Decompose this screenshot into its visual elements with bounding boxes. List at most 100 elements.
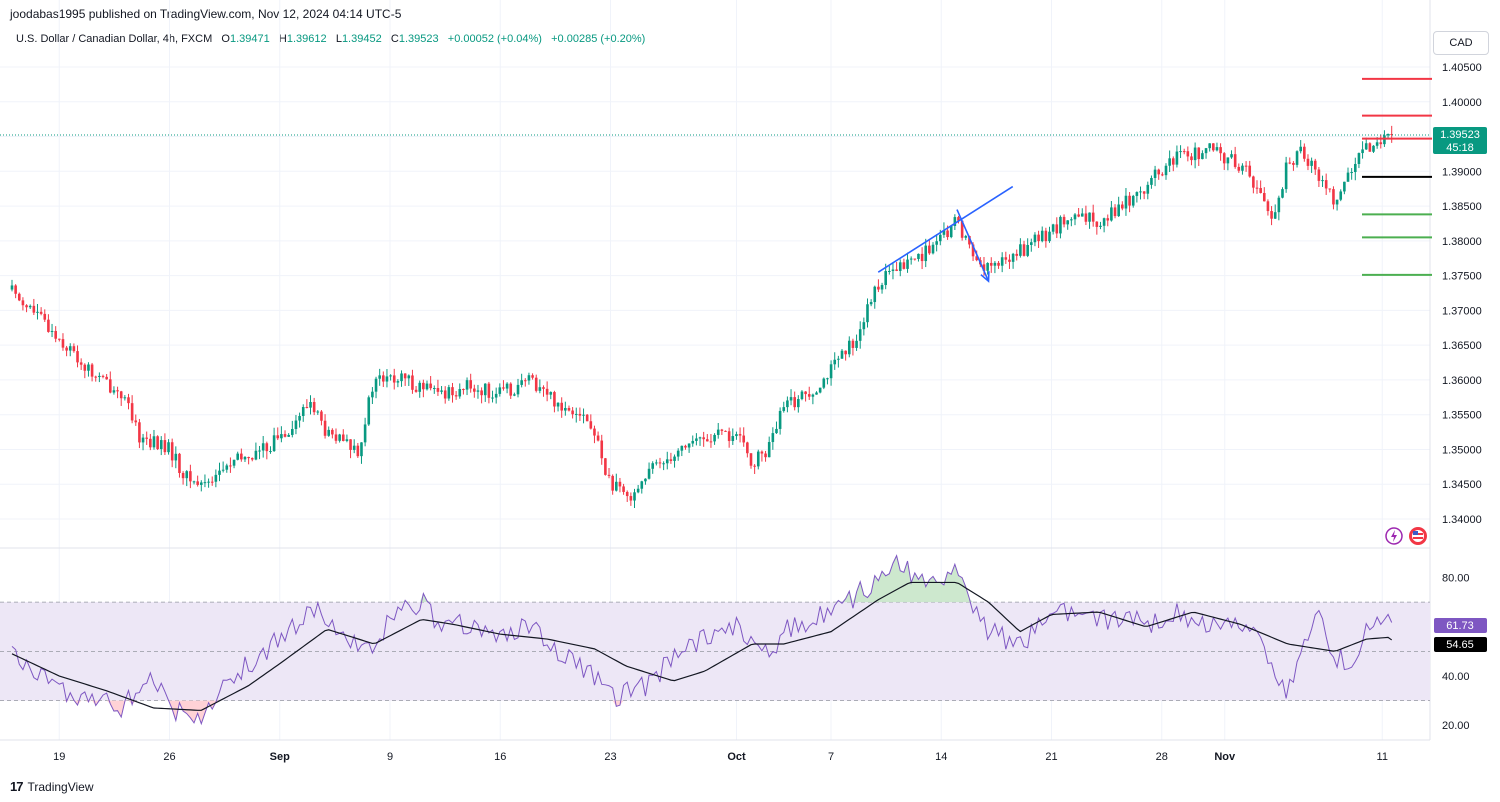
candle bbox=[247, 456, 250, 465]
candle bbox=[1026, 238, 1029, 258]
candle bbox=[1335, 199, 1339, 211]
candle bbox=[593, 425, 596, 444]
candle bbox=[1215, 142, 1219, 152]
countdown-text: 45:18 bbox=[1446, 142, 1474, 154]
candle bbox=[818, 387, 822, 394]
currency-button[interactable]: CAD bbox=[1433, 31, 1489, 55]
candle bbox=[1343, 181, 1346, 195]
us-flag-icon[interactable] bbox=[1409, 527, 1427, 545]
candle bbox=[731, 428, 735, 445]
candle bbox=[203, 474, 207, 488]
chart-canvas[interactable]: 1.405001.400001.395001.390001.385001.380… bbox=[0, 0, 1500, 770]
candle bbox=[789, 389, 793, 406]
candle bbox=[589, 414, 593, 430]
candle bbox=[1277, 195, 1281, 221]
candle bbox=[913, 258, 917, 261]
candle bbox=[98, 372, 101, 383]
candle bbox=[28, 304, 32, 310]
candle bbox=[1070, 217, 1073, 227]
candle bbox=[1233, 146, 1237, 169]
candle bbox=[960, 220, 964, 241]
candle bbox=[1212, 143, 1215, 152]
candle bbox=[331, 428, 334, 439]
candle bbox=[767, 436, 771, 458]
candle bbox=[797, 395, 800, 413]
candle bbox=[858, 321, 862, 349]
candle bbox=[243, 456, 247, 462]
candle bbox=[356, 442, 360, 458]
publisher-line: joodabas1995 published on TradingView.co… bbox=[10, 7, 402, 21]
lightning-icon[interactable] bbox=[1385, 527, 1403, 545]
candle bbox=[43, 309, 47, 322]
candle bbox=[822, 377, 826, 390]
candle bbox=[1390, 125, 1393, 143]
candle bbox=[116, 386, 119, 399]
trendline-drawing[interactable] bbox=[877, 185, 1014, 273]
footer-brand-text: TradingView bbox=[27, 779, 94, 794]
time-tick-label: 26 bbox=[163, 751, 175, 763]
candle bbox=[1306, 154, 1310, 171]
candle bbox=[25, 304, 28, 313]
candle bbox=[178, 452, 181, 478]
candle bbox=[123, 395, 127, 401]
candle bbox=[323, 414, 327, 439]
candle bbox=[207, 478, 210, 488]
price-tick-label: 1.40000 bbox=[1442, 97, 1482, 109]
candle bbox=[618, 477, 622, 493]
candle bbox=[567, 405, 571, 412]
candle bbox=[640, 480, 644, 494]
candle bbox=[716, 422, 720, 439]
candle bbox=[276, 427, 280, 441]
time-tick-label: 28 bbox=[1156, 751, 1168, 763]
footer-brand[interactable]: 17 TradingView bbox=[10, 779, 94, 794]
candle bbox=[862, 317, 866, 336]
candle bbox=[1040, 226, 1044, 243]
candle bbox=[349, 439, 352, 459]
candle bbox=[1255, 180, 1259, 194]
high-value: 1.39612 bbox=[286, 33, 327, 45]
candle bbox=[851, 338, 855, 356]
candle bbox=[476, 384, 480, 399]
candle bbox=[1124, 187, 1128, 216]
candle bbox=[764, 450, 767, 462]
candle bbox=[458, 383, 462, 399]
candle bbox=[549, 391, 553, 400]
candle bbox=[615, 473, 618, 492]
candle bbox=[65, 345, 68, 357]
candle bbox=[695, 433, 698, 446]
candle bbox=[1244, 161, 1248, 172]
candle bbox=[283, 430, 287, 438]
candle bbox=[294, 414, 298, 435]
candle bbox=[225, 463, 229, 473]
candle bbox=[629, 492, 633, 506]
candle bbox=[1131, 194, 1135, 208]
candle bbox=[986, 262, 989, 275]
candle bbox=[527, 372, 531, 385]
candle bbox=[1346, 167, 1350, 182]
candle bbox=[513, 392, 516, 397]
candle bbox=[360, 442, 363, 464]
price-tick-label: 1.40500 bbox=[1442, 62, 1482, 74]
candle bbox=[1110, 201, 1113, 222]
candle bbox=[847, 336, 851, 358]
candle bbox=[909, 256, 913, 265]
candle bbox=[1197, 147, 1201, 166]
candle bbox=[746, 441, 749, 458]
candle bbox=[112, 386, 116, 395]
candle bbox=[727, 427, 731, 448]
horizontal-levels bbox=[0, 77, 1432, 276]
candle bbox=[1073, 213, 1077, 226]
candle bbox=[742, 427, 746, 447]
candle bbox=[713, 433, 716, 445]
candle bbox=[392, 368, 396, 390]
open-label: O bbox=[221, 33, 230, 45]
candle bbox=[76, 345, 79, 368]
symbol-name[interactable]: U.S. Dollar / Canadian Dollar, 4h, FXCM bbox=[16, 33, 213, 45]
candle bbox=[83, 363, 87, 379]
candle bbox=[625, 490, 629, 502]
candle bbox=[829, 360, 833, 386]
candle bbox=[298, 412, 301, 428]
candle bbox=[1190, 153, 1193, 166]
candle bbox=[1022, 240, 1026, 257]
arrow-drawing[interactable] bbox=[956, 209, 990, 282]
